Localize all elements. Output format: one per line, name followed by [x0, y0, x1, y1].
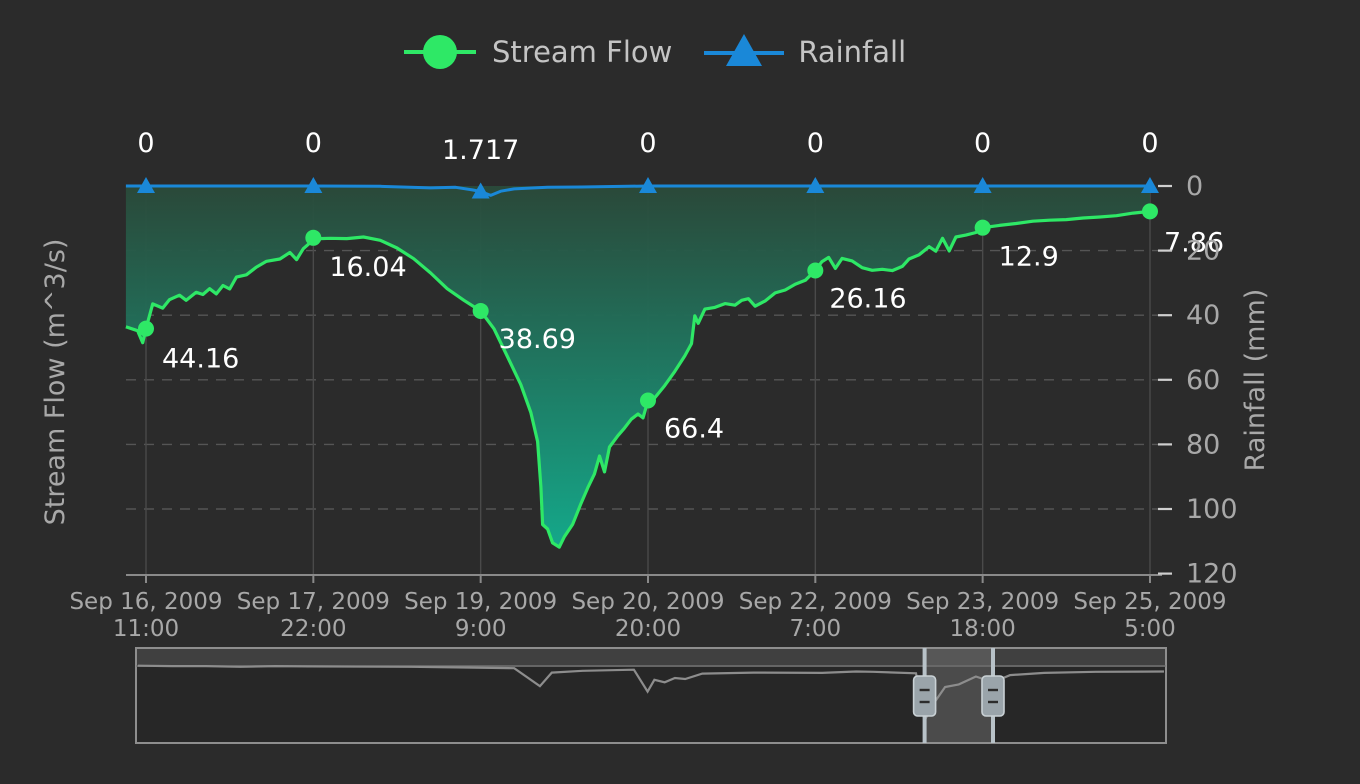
stream-flow-data-label: 66.4 — [664, 413, 724, 444]
x-axis-tick-label-time: 9:00 — [455, 616, 507, 642]
circle-marker-icon — [404, 35, 476, 69]
x-axis-tick-label-date: Sep 23, 2009 — [906, 589, 1059, 615]
stream-flow-data-label: 16.04 — [329, 252, 406, 283]
stream-flow-point — [639, 392, 656, 409]
x-axis-tick-label-time: 11:00 — [113, 616, 179, 642]
stream-flow-point — [138, 320, 154, 337]
right-axis-tick-label: 60 — [1186, 365, 1220, 396]
left-axis-title: Stream Flow (m^3/s) — [40, 239, 71, 526]
rainfall-point — [1140, 177, 1159, 193]
navigator-handle[interactable] — [912, 675, 937, 717]
x-axis-tick-label-date: Sep 25, 2009 — [1073, 589, 1226, 615]
rainfall-data-label: 0 — [1141, 128, 1158, 159]
right-axis-tick-label: 0 — [1186, 171, 1203, 202]
x-axis-tick-label-date: Sep 19, 2009 — [404, 589, 557, 615]
rainfall-data-label: 0 — [974, 128, 991, 159]
stream-flow-point — [305, 229, 322, 246]
legend-item-rainfall[interactable]: Rainfall — [702, 32, 906, 72]
stream-flow-point — [974, 219, 991, 236]
rainfall-point — [137, 177, 155, 193]
right-axis-tick-label: 20 — [1186, 236, 1220, 267]
rainfall-data-label: 0 — [137, 128, 154, 159]
stream-flow-data-label: 44.16 — [162, 344, 239, 375]
legend: Stream Flow Rainfall — [400, 28, 906, 76]
rainfall-data-label: 1.717 — [442, 135, 519, 166]
x-axis-tick-label-time: 5:00 — [1124, 616, 1176, 642]
rainfall-point — [806, 177, 825, 193]
legend-label-rainfall: Rainfall — [798, 35, 907, 69]
rainfall-point — [638, 177, 657, 193]
navigator-series-line — [137, 664, 1165, 724]
rainfall-line — [125, 184, 1150, 197]
x-axis-tick-label-date: Sep 17, 2009 — [237, 589, 390, 615]
x-axis-tick-label-time: 7:00 — [789, 616, 841, 642]
stream-flow-data-label: 12.9 — [999, 242, 1059, 273]
rainfall-point — [471, 182, 490, 199]
right-axis-title: Rainfall (mm) — [1240, 289, 1271, 472]
stream-flow-data-label: 7.86 — [1164, 227, 1224, 258]
stream-flow-area — [125, 186, 1150, 548]
x-axis-tick-label-time: 20:00 — [615, 616, 681, 642]
rainfall-data-label: 0 — [639, 128, 656, 159]
x-axis-tick-label-date: Sep 20, 2009 — [571, 589, 724, 615]
right-axis-tick-label: 120 — [1186, 559, 1238, 590]
rainfall-point — [973, 177, 992, 193]
navigator-top-band — [137, 649, 1165, 665]
stream-flow-point — [807, 262, 824, 279]
x-axis-tick-label-date: Sep 22, 2009 — [739, 589, 892, 615]
navigator-selection[interactable] — [924, 649, 993, 742]
x-axis-tick-label-time: 18:00 — [950, 616, 1016, 642]
rainfall-point — [304, 177, 323, 193]
stream-flow-data-label: 26.16 — [829, 283, 906, 314]
rainfall-data-label: 0 — [305, 128, 322, 159]
right-axis-tick-label: 100 — [1186, 494, 1238, 525]
stream-flow-point — [472, 302, 489, 319]
right-axis-tick-label: 40 — [1186, 300, 1220, 331]
stream-flow-data-label: 38.69 — [499, 324, 576, 355]
navigator-handle-body — [912, 675, 937, 717]
navigator-handle-body — [981, 675, 1005, 717]
right-axis-tick-label: 80 — [1186, 429, 1220, 460]
legend-label-stream-flow: Stream Flow — [492, 35, 673, 69]
x-axis-tick-label-date: Sep 16, 2009 — [69, 589, 222, 615]
legend-item-stream-flow[interactable]: Stream Flow — [400, 32, 672, 72]
navigator-frame — [135, 647, 1167, 744]
triangle-marker-icon — [704, 34, 785, 66]
stream-flow-point — [1141, 203, 1158, 220]
rainfall-data-label: 0 — [807, 128, 824, 159]
x-axis-tick-label-time: 22:00 — [280, 616, 346, 642]
stream-flow-line — [125, 209, 1151, 549]
navigator-handle[interactable] — [981, 675, 1005, 717]
